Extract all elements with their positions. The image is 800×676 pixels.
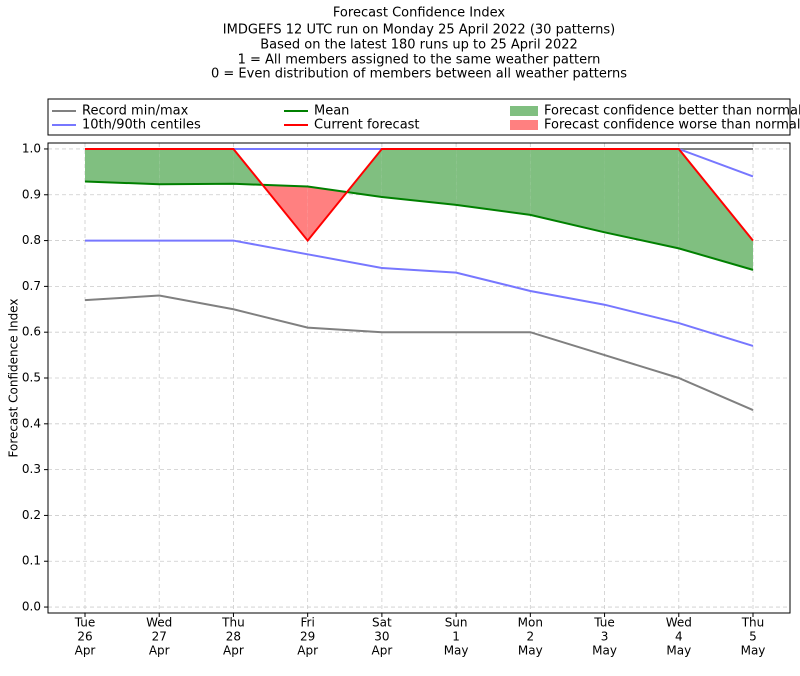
confidence-fill: [604, 148, 679, 249]
x-tick-label: Wed: [666, 616, 692, 630]
x-tick-label: Apr: [223, 644, 244, 658]
x-tick-label: Tue: [593, 616, 615, 630]
chart-title: Forecast Confidence Index: [333, 6, 505, 21]
plot-area: [48, 143, 790, 613]
x-tick-label: May: [518, 644, 543, 658]
legend-label: Mean: [314, 104, 349, 119]
y-tick-label: 0.1: [22, 554, 41, 568]
subtitle: 1 = All members assigned to the same wea…: [238, 53, 601, 68]
confidence-fill: [678, 148, 753, 270]
series-line: [85, 147, 754, 243]
legend-label: Forecast confidence worse than normal: [544, 118, 800, 133]
x-tick-label: 1: [452, 630, 460, 644]
y-tick-label: 1.0: [22, 141, 41, 155]
x-tick-label: 26: [77, 630, 92, 644]
series-line: [85, 239, 754, 347]
x-tick-label: 3: [601, 630, 609, 644]
x-tick-label: Thu: [221, 616, 245, 630]
x-tick-label: 4: [675, 630, 683, 644]
y-tick-label: 0.0: [22, 600, 41, 614]
series-line: [84, 180, 754, 271]
subtitle: Based on the latest 180 runs up to 25 Ap…: [260, 38, 578, 53]
legend-label: Current forecast: [314, 118, 420, 133]
y-tick-label: 0.8: [22, 233, 41, 247]
x-tick-label: Sat: [372, 616, 392, 630]
confidence-fill: [530, 148, 605, 233]
y-tick-label: 0.3: [22, 462, 41, 476]
y-tick-label: 0.2: [22, 508, 41, 522]
x-tick-label: Sun: [445, 616, 468, 630]
y-tick-label: 0.4: [22, 416, 41, 430]
x-tick-label: 27: [152, 630, 167, 644]
subtitle: 0 = Even distribution of members between…: [211, 67, 627, 82]
legend-swatch: [510, 120, 538, 130]
legend-swatch: [510, 106, 538, 116]
x-tick-label: Apr: [75, 644, 96, 658]
legend-label: Record min/max: [82, 104, 189, 119]
x-tick-label: Wed: [146, 616, 172, 630]
legend: [47, 98, 791, 136]
x-tick-label: Thu: [741, 616, 765, 630]
x-tick-label: May: [444, 644, 469, 658]
x-tick-label: May: [741, 644, 766, 658]
x-tick-label: 5: [749, 630, 757, 644]
x-tick-label: Apr: [149, 644, 170, 658]
y-tick-label: 0.7: [22, 279, 41, 293]
x-tick-label: 30: [374, 630, 389, 644]
x-tick-label: Mon: [518, 616, 543, 630]
subtitle: IMDGEFS 12 UTC run on Monday 25 April 20…: [223, 23, 615, 38]
confidence-fill: [381, 148, 457, 205]
confidence-fill: [85, 148, 160, 185]
x-tick-label: Apr: [372, 644, 393, 658]
y-axis-label: Forecast Confidence Index: [7, 299, 21, 458]
x-tick-label: 2: [527, 630, 535, 644]
x-tick-label: Tue: [74, 616, 96, 630]
legend-label: 10th/90th centiles: [82, 118, 201, 133]
legend-label: Forecast confidence better than normal: [544, 104, 800, 119]
x-tick-label: 29: [300, 630, 315, 644]
x-tick-label: May: [666, 644, 691, 658]
x-tick-label: May: [592, 644, 617, 658]
y-tick-label: 0.9: [22, 187, 41, 201]
confidence-fill: [456, 148, 531, 215]
y-tick-label: 0.6: [22, 325, 41, 339]
confidence-fill: [159, 148, 234, 185]
x-tick-label: Apr: [297, 644, 318, 658]
x-tick-label: Fri: [301, 616, 315, 630]
x-tick-label: 28: [226, 630, 241, 644]
series-line: [84, 294, 754, 411]
y-tick-label: 0.5: [22, 371, 41, 385]
